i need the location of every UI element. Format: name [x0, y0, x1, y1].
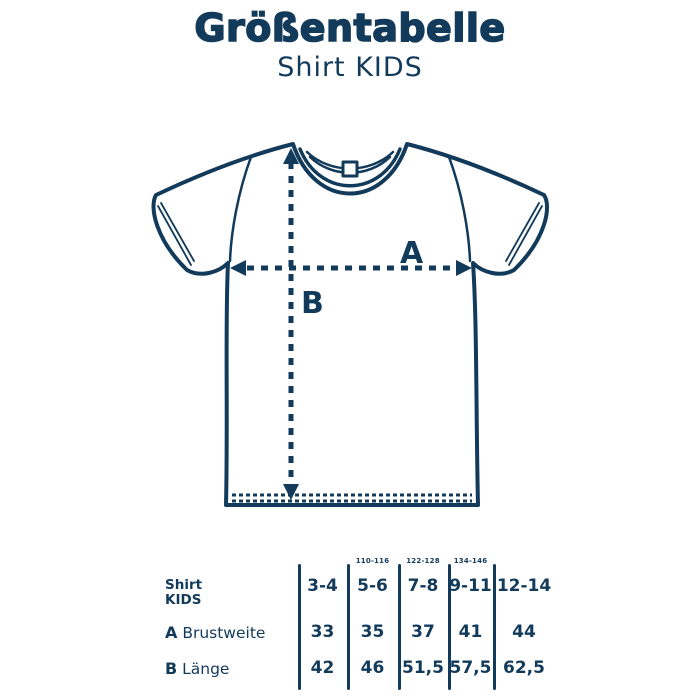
table-value: 62,5: [503, 658, 545, 678]
measure-name-laenge: Länge: [182, 660, 230, 678]
table-value: 33: [310, 622, 335, 642]
table-value: 37: [411, 622, 435, 642]
table-divider: [347, 564, 350, 690]
arrowhead-b-top: [283, 148, 299, 164]
table-value: 51,5: [402, 658, 444, 678]
left-cuff-stitch-2: [160, 202, 195, 262]
table-value: 44: [512, 622, 536, 642]
size-column-header: 7-8: [407, 576, 439, 596]
table-product-header: Shirt KIDS: [165, 578, 202, 608]
height-range-label: 110-116: [355, 557, 390, 565]
row-label-brustweite: A Brustweite: [165, 623, 265, 642]
table-divider: [398, 564, 401, 690]
table-divider: [493, 564, 496, 690]
tshirt-outline: [151, 142, 549, 507]
size-column-header: 5-6: [357, 576, 388, 596]
left-cuff-stitch-1: [157, 205, 192, 266]
size-column-header: 9-11: [449, 576, 492, 596]
neck-tag: [341, 160, 359, 178]
measure-key-a: A: [165, 623, 178, 642]
height-range-label: 134-146: [453, 557, 488, 565]
measure-key-b: B: [165, 659, 178, 678]
right-armhole-seam: [447, 155, 472, 263]
table-value: 46: [360, 658, 385, 678]
page-title: Größentabelle: [194, 5, 506, 51]
table-value: 41: [458, 622, 483, 642]
size-column-header: 12-14: [496, 576, 552, 596]
page-subtitle: Shirt KIDS: [277, 52, 423, 83]
measurement-a-label: A: [400, 236, 424, 271]
collar-rib-inner: [298, 147, 402, 188]
measure-name-brustweite: Brustweite: [182, 624, 266, 642]
table-divider: [448, 564, 451, 690]
left-armhole-seam: [228, 155, 253, 263]
arrowhead-a-left: [230, 260, 246, 276]
right-cuff-stitch-1: [508, 205, 543, 266]
size-column-header: 3-4: [307, 576, 338, 596]
size-table: Shirt KIDS 110-116 122-128 134-146 3-4 5…: [165, 552, 565, 700]
arrowhead-a-right: [456, 260, 472, 276]
product-line2: KIDS: [165, 591, 202, 608]
arrowhead-b-bottom: [283, 484, 299, 500]
table-value: 57,5: [449, 658, 492, 678]
product-line1: Shirt: [165, 577, 203, 593]
right-cuff-stitch-2: [505, 202, 540, 262]
height-range-label: 122-128: [406, 557, 440, 565]
row-label-laenge: B Länge: [165, 659, 229, 678]
table-value: 42: [310, 658, 335, 678]
table-value: 35: [360, 622, 385, 642]
measurement-b-label: B: [301, 286, 324, 321]
table-divider: [298, 564, 301, 690]
